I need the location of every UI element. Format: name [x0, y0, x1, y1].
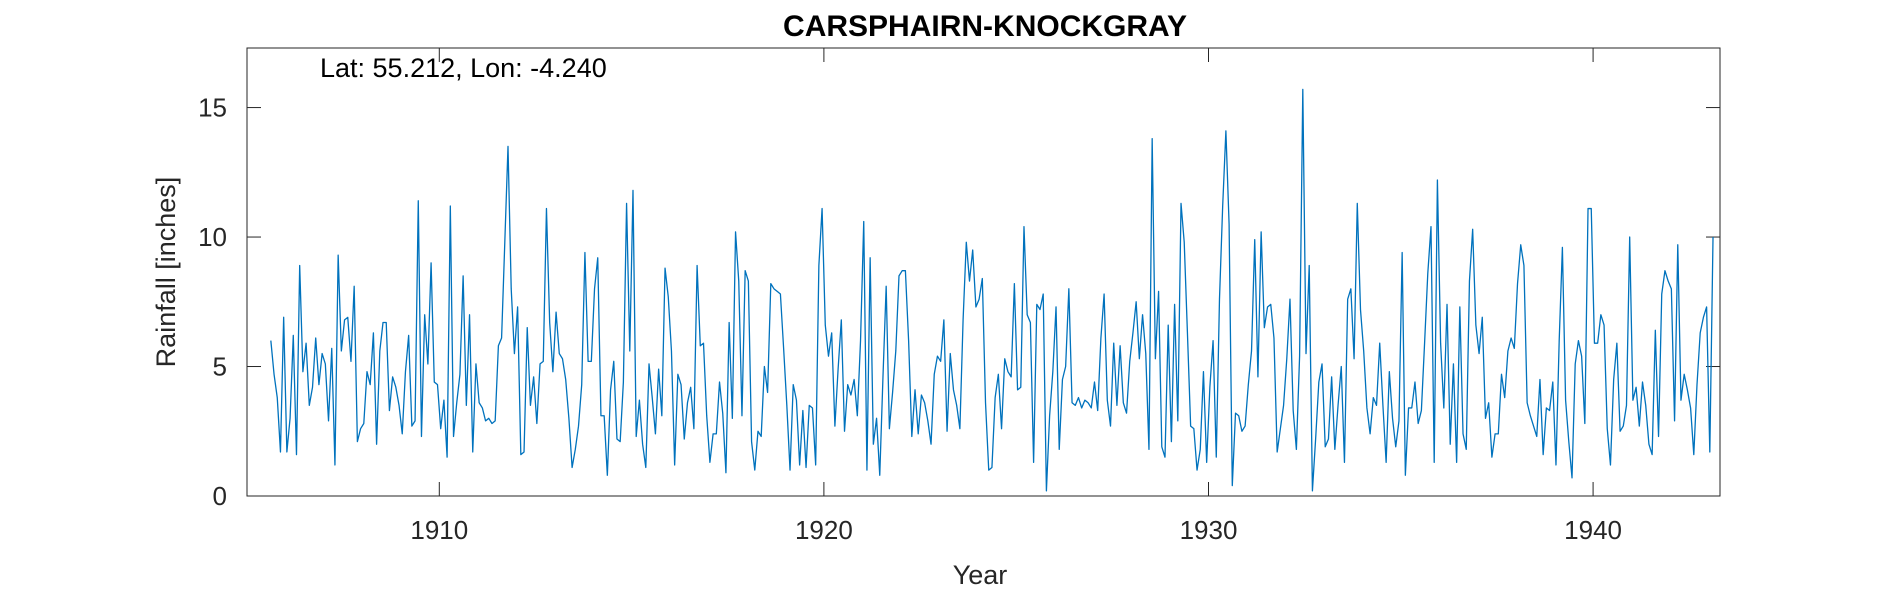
- chart-title: CARSPHAIRN-KNOCKGRAY: [783, 10, 1187, 43]
- x-tick-label: 1910: [410, 515, 468, 545]
- x-axis-label: Year: [953, 560, 1008, 590]
- y-tick-label: 15: [198, 93, 227, 123]
- rainfall-series-line: [270, 88, 1714, 492]
- x-tick-label: 1920: [795, 515, 853, 545]
- y-axis: 0 5 10 15: [198, 93, 1720, 511]
- y-tick-label: 0: [213, 481, 227, 511]
- x-axis: 1910 1920 1930 1940: [410, 48, 1622, 545]
- x-tick-label: 1940: [1564, 515, 1622, 545]
- location-annotation: Lat: 55.212, Lon: -4.240: [320, 53, 607, 83]
- y-axis-label: Rainfall [inches]: [151, 177, 181, 368]
- y-tick-label: 5: [213, 352, 227, 382]
- x-tick-label: 1930: [1180, 515, 1238, 545]
- y-tick-label: 10: [198, 222, 227, 252]
